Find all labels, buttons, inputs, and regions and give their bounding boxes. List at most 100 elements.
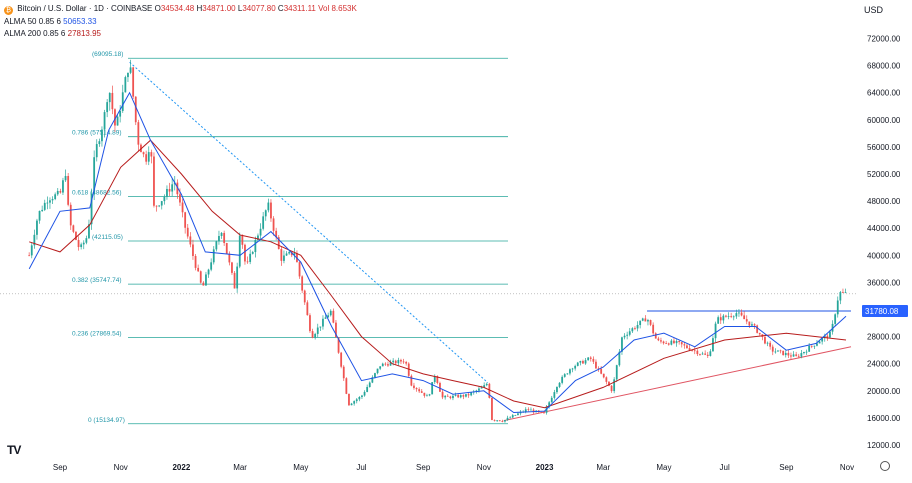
candle-body (95, 144, 98, 158)
candle-body (748, 321, 751, 326)
candle-body (314, 333, 317, 338)
candle-body (771, 346, 774, 352)
candle-body (774, 351, 777, 353)
price-axis-tick: 40000.00 (867, 251, 901, 260)
candle-body (467, 394, 470, 396)
candle-body (589, 357, 592, 359)
settings-icon[interactable] (880, 461, 890, 471)
candle-body (119, 110, 122, 117)
price-axis-tick: 16000.00 (867, 414, 901, 423)
candle-body (818, 341, 821, 344)
candle-body (283, 255, 285, 261)
candle-body (667, 343, 670, 345)
price-axis-tick: 48000.00 (867, 197, 901, 206)
candle-body (85, 238, 88, 243)
candle-body (72, 225, 75, 232)
candle-body (626, 334, 629, 336)
candle-body (569, 369, 571, 374)
candle-body (657, 338, 660, 341)
candle-body (397, 359, 400, 364)
time-axis-tick: Nov (114, 463, 128, 472)
time-axis-tick: Nov (477, 463, 491, 472)
candle-body (561, 376, 564, 383)
candle-body (179, 194, 181, 203)
candle-body (150, 152, 153, 157)
candle-body (530, 409, 532, 411)
candle-body (823, 335, 826, 339)
candle-body (374, 373, 376, 378)
candle-body (381, 363, 384, 367)
candle-body (64, 176, 67, 181)
candle-body (389, 362, 392, 366)
time-axis-tick: 2022 (172, 463, 190, 472)
candle-body (553, 392, 556, 398)
candle-body (842, 292, 844, 293)
candle-body (124, 77, 127, 93)
candle-body (706, 354, 709, 356)
candle-body (241, 235, 244, 245)
candle-body (558, 382, 561, 387)
candle-body (439, 382, 441, 392)
candle-body (101, 129, 103, 142)
candle-body (514, 415, 517, 416)
candle-body (218, 236, 220, 242)
candle-body (303, 290, 306, 303)
candle-body (238, 235, 241, 267)
alma200-line (29, 139, 847, 409)
candle-body (816, 343, 818, 346)
candle-body (93, 157, 96, 194)
candle-body (62, 180, 64, 193)
candle-body (595, 361, 597, 369)
price-axis-tick: 24000.00 (867, 360, 901, 369)
price-axis-tick: 56000.00 (867, 143, 901, 152)
candle-body (384, 363, 387, 365)
candle-body (293, 253, 296, 256)
ohlc-low-key: L (237, 4, 243, 13)
candle-body (329, 310, 332, 316)
price-axis-tick: 12000.00 (867, 441, 901, 450)
candle-body (831, 323, 834, 332)
candle-body (355, 399, 358, 402)
candle-body (579, 360, 582, 363)
volume-value: Vol 8.653K (318, 4, 357, 13)
candle-body (597, 368, 600, 370)
candle-body (67, 176, 70, 205)
candle-body (210, 262, 213, 270)
candle-body (795, 354, 798, 356)
candle-body (527, 409, 530, 411)
candle-body (725, 315, 727, 317)
indicator-alma200[interactable]: ALMA 200 0.85 6 27813.95 (4, 28, 357, 41)
candle-body (834, 314, 837, 324)
candle-body (202, 282, 205, 286)
candle-body (504, 420, 506, 422)
candle-body (621, 337, 623, 352)
candle-body (696, 350, 699, 355)
ohlc-close-value: 34311.11 (283, 4, 316, 13)
candle-body (363, 391, 366, 396)
candle-body (631, 328, 634, 332)
candle-body (236, 266, 239, 289)
candle-body (618, 351, 621, 366)
indicator-alma200-value: 27813.95 (67, 29, 101, 38)
candle-body (345, 378, 348, 394)
tradingview-logo: TV (7, 443, 21, 457)
candle-body (769, 342, 772, 347)
candle-body (264, 210, 267, 217)
candle-body (49, 200, 51, 203)
candle-body (259, 228, 262, 236)
candle-body (678, 341, 681, 343)
currency-selector[interactable]: USD (864, 5, 884, 15)
time-axis-tick: May (656, 463, 671, 472)
candle-body (509, 417, 512, 419)
symbol-title[interactable]: Bitcoin / U.S. Dollar · 1D · COINBASE (17, 4, 153, 13)
candle-body (449, 396, 452, 399)
candle-body (192, 244, 194, 256)
candle-body (592, 358, 595, 362)
indicator-alma50[interactable]: ALMA 50 0.85 6 50653.33 (4, 16, 357, 29)
candle-body (782, 350, 785, 356)
candle-body (634, 328, 636, 330)
candle-body (628, 331, 631, 335)
candle-body (129, 67, 132, 73)
